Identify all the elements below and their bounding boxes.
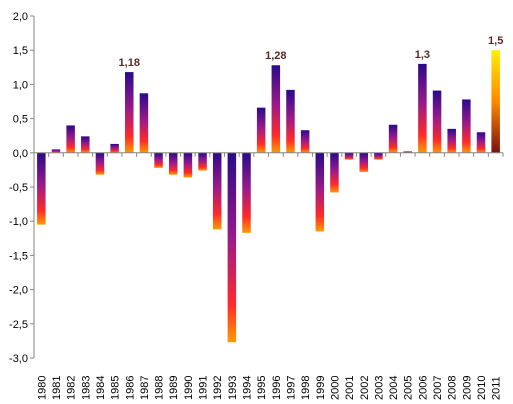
bar-1984 bbox=[95, 152, 105, 175]
y-tick-label: -1,0 bbox=[9, 216, 28, 228]
x-tick-label-2010: 2010 bbox=[476, 376, 488, 400]
data-label-2011: 1,5 bbox=[488, 35, 503, 47]
bar-1987 bbox=[139, 93, 149, 153]
bar-2000 bbox=[330, 152, 339, 193]
bar-2002 bbox=[359, 152, 369, 172]
x-tick-label-1988: 1988 bbox=[154, 376, 166, 400]
bar-1994 bbox=[242, 152, 251, 233]
x-tick-label-1996: 1996 bbox=[271, 376, 283, 400]
bar-1996 bbox=[271, 65, 281, 153]
x-tick-label-2006: 2006 bbox=[417, 376, 429, 400]
x-tick-label-2000: 2000 bbox=[329, 376, 341, 400]
x-tick-label-2009: 2009 bbox=[461, 376, 473, 400]
bar-1981 bbox=[51, 149, 61, 153]
y-tick-label: -2,5 bbox=[9, 319, 28, 331]
x-tick-label-1993: 1993 bbox=[227, 376, 239, 400]
bar-1988 bbox=[154, 152, 163, 168]
x-tick-label-1994: 1994 bbox=[242, 376, 254, 400]
data-label-1986: 1,18 bbox=[119, 57, 140, 69]
y-tick-label: -2,0 bbox=[9, 285, 28, 297]
bar-1991 bbox=[198, 152, 207, 171]
x-tick-label-1987: 1987 bbox=[139, 376, 151, 400]
axes-group: 2,0 1,5 1,0 0,5 0,0 -0,5 -1,0 -1,5 -2,0 -2,5 -3,0 1… bbox=[9, 11, 504, 400]
bar-1999 bbox=[315, 152, 325, 232]
x-tick-label-1981: 1981 bbox=[51, 376, 63, 400]
x-tick-label-2005: 2005 bbox=[403, 376, 415, 400]
x-tick-label-1980: 1980 bbox=[36, 376, 48, 400]
x-tick-label-1983: 1983 bbox=[80, 376, 92, 400]
x-tick-label-2002: 2002 bbox=[359, 376, 371, 400]
y-tick-label: 0,5 bbox=[13, 114, 28, 126]
bar-1998 bbox=[300, 130, 310, 153]
data-label-2006: 1,3 bbox=[415, 49, 430, 61]
bar-1992 bbox=[212, 152, 222, 230]
x-tick-label-2007: 2007 bbox=[432, 376, 444, 400]
x-tick-label-2003: 2003 bbox=[373, 376, 385, 400]
x-tick-label-1998: 1998 bbox=[300, 376, 312, 400]
data-label-1996: 1,28 bbox=[265, 50, 286, 62]
x-tick-label-2004: 2004 bbox=[388, 376, 400, 400]
x-tick-label-2001: 2001 bbox=[344, 376, 356, 400]
x-tick-label-1995: 1995 bbox=[256, 376, 268, 400]
x-tick-label-2011: 2011 bbox=[491, 376, 503, 400]
bar-2008 bbox=[447, 128, 456, 153]
y-tick-label: -1,5 bbox=[9, 250, 28, 262]
annotations-group: 1,18 1,28 1,3 1,5 bbox=[119, 35, 504, 69]
y-tick-label: 1,0 bbox=[13, 79, 28, 91]
x-tick-label-1991: 1991 bbox=[198, 376, 210, 400]
bars-group bbox=[37, 50, 500, 343]
x-tick-label-1984: 1984 bbox=[95, 376, 107, 400]
x-tick-label-1989: 1989 bbox=[168, 376, 180, 400]
x-tick-label-1992: 1992 bbox=[212, 376, 224, 400]
bar-2009 bbox=[462, 99, 471, 153]
y-tick-label: 1,5 bbox=[13, 45, 28, 57]
x-tick-label-1999: 1999 bbox=[315, 376, 327, 400]
x-tick-label-2008: 2008 bbox=[447, 376, 459, 400]
x-tick-label-1985: 1985 bbox=[110, 376, 122, 400]
x-tick-label-1986: 1986 bbox=[124, 376, 136, 400]
x-tick-label-1982: 1982 bbox=[66, 376, 78, 400]
bar-2006 bbox=[418, 63, 427, 153]
x-tick-label-1990: 1990 bbox=[183, 376, 195, 400]
bar-2004 bbox=[388, 124, 398, 153]
bar-2011 bbox=[491, 50, 500, 153]
bar-2007 bbox=[432, 90, 442, 153]
bar-1997 bbox=[286, 89, 295, 153]
bar-1982 bbox=[66, 125, 75, 153]
bar-2001 bbox=[344, 152, 354, 160]
y-tick-label: 0,0 bbox=[13, 148, 28, 160]
bar-1980 bbox=[37, 152, 46, 225]
y-tick-label: 2,0 bbox=[13, 11, 28, 23]
bar-2003 bbox=[374, 152, 383, 160]
y-tick-label: -0,5 bbox=[9, 182, 28, 194]
bar-2010 bbox=[476, 132, 486, 153]
bar-1983 bbox=[81, 136, 90, 153]
x-tick-label-1997: 1997 bbox=[285, 376, 297, 400]
bar-1995 bbox=[256, 107, 266, 153]
bar-1990 bbox=[183, 152, 193, 178]
bar-1986 bbox=[125, 72, 134, 153]
bar-1989 bbox=[168, 152, 178, 175]
bar-1993 bbox=[227, 152, 237, 343]
bar-1985 bbox=[110, 143, 119, 153]
bar-2005 bbox=[403, 151, 412, 153]
y-tick-label: -3,0 bbox=[9, 353, 28, 365]
